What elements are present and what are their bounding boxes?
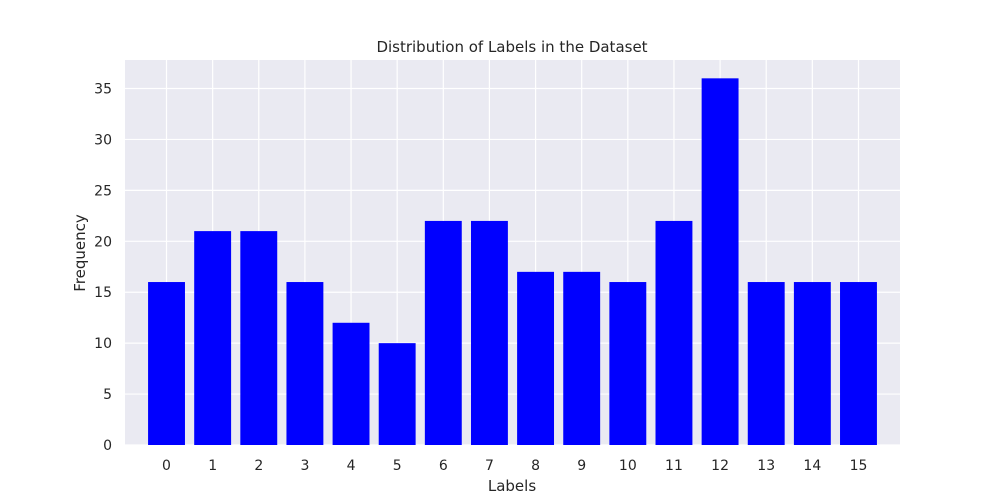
x-tick-label: 15: [850, 458, 868, 474]
bar-3: [286, 282, 324, 445]
x-tick-label: 6: [439, 458, 448, 474]
bar-13: [747, 282, 785, 445]
bar-4: [332, 322, 370, 445]
y-tick-label: 5: [103, 387, 112, 403]
y-axis-label: Frequency: [71, 214, 89, 292]
x-tick-label: 11: [665, 458, 683, 474]
x-tick-label: 7: [485, 458, 494, 474]
bar-15: [840, 282, 877, 445]
y-tick-label: 20: [94, 234, 112, 250]
x-tick-label: 4: [347, 458, 356, 474]
x-tick-label: 9: [577, 458, 586, 474]
x-axis-ticks: 0 1 2 3 4 5 6 7 8 9 10 11 12 13 14 15: [162, 458, 867, 474]
y-tick-label: 25: [94, 183, 112, 199]
x-tick-label: 12: [711, 458, 729, 474]
x-tick-label: 0: [162, 458, 171, 474]
x-tick-label: 5: [393, 458, 402, 474]
y-axis-ticks: 0 5 10 15 20 25 30 35: [94, 82, 112, 454]
x-tick-label: 1: [208, 458, 217, 474]
bar-1: [194, 231, 232, 445]
x-tick-label: 14: [803, 458, 821, 474]
bar-6: [424, 220, 462, 445]
bar-7: [470, 220, 508, 445]
x-axis-label: Labels: [488, 477, 536, 495]
bar-8: [517, 271, 555, 445]
y-tick-label: 0: [103, 438, 112, 454]
bar-14: [793, 282, 831, 445]
bar-10: [609, 282, 647, 445]
bar-0: [148, 282, 185, 445]
chart-title: Distribution of Labels in the Dataset: [376, 38, 647, 56]
x-tick-label: 3: [300, 458, 309, 474]
y-tick-label: 35: [94, 82, 112, 98]
bars: [148, 78, 877, 445]
bar-9: [563, 271, 601, 445]
x-tick-label: 13: [757, 458, 775, 474]
y-tick-label: 30: [94, 132, 112, 148]
bar-5: [378, 343, 416, 445]
bar-11: [655, 220, 693, 445]
y-tick-label: 10: [94, 336, 112, 352]
bar-2: [240, 231, 278, 445]
bar-12: [701, 78, 739, 445]
x-tick-label: 8: [531, 458, 540, 474]
y-tick-label: 15: [94, 285, 112, 301]
x-tick-label: 2: [254, 458, 263, 474]
x-tick-label: 10: [619, 458, 637, 474]
